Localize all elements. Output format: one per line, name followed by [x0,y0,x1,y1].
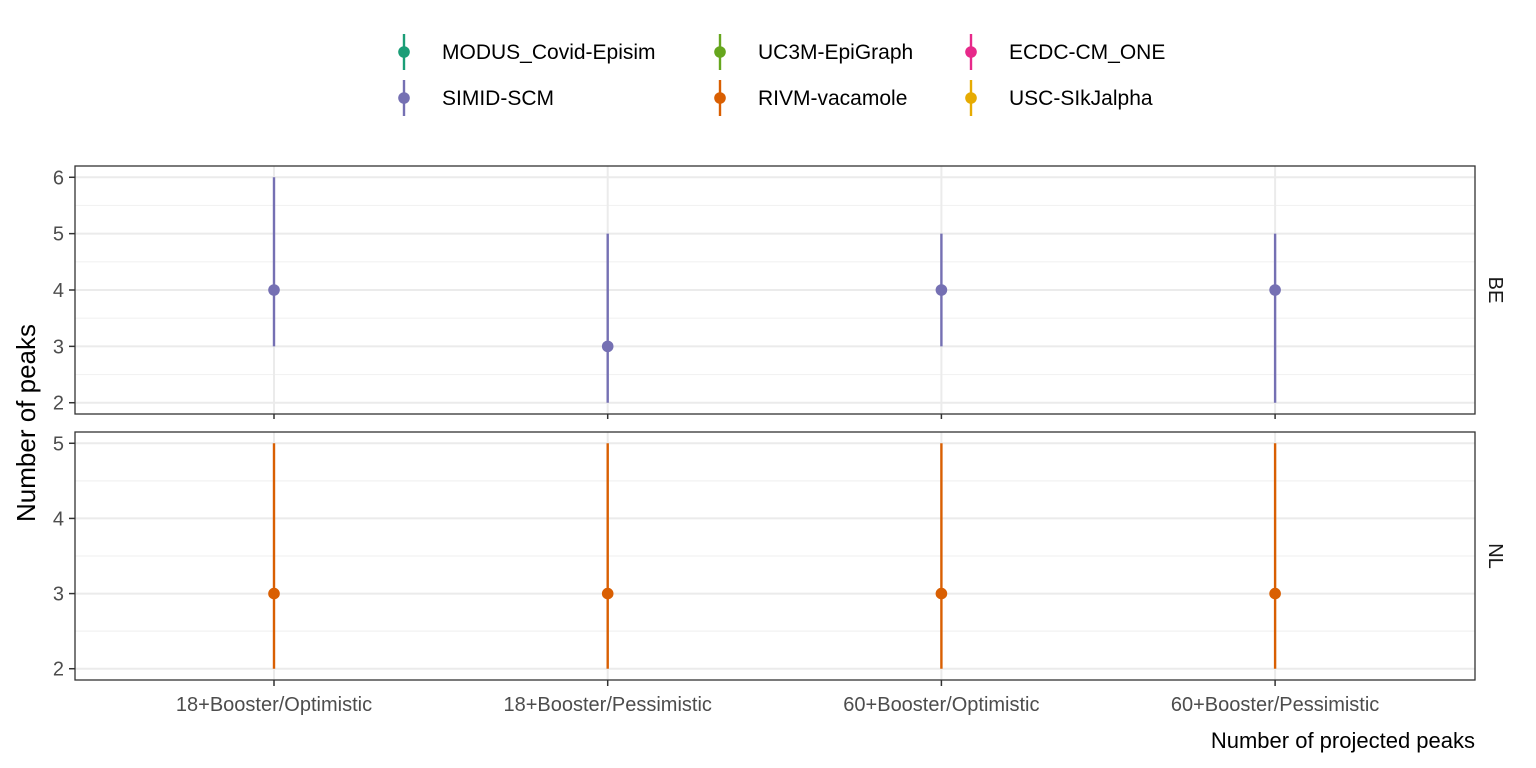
legend-item: USC-SIkJalpha [965,80,1153,116]
legend-label: ECDC-CM_ONE [1009,41,1165,64]
data-point [935,284,948,296]
data-point [601,587,614,600]
data-point [935,587,948,600]
facet-label-nl: NL [1484,543,1506,569]
legend-item: SIMID-SCM [398,80,554,116]
x-axis-title: Number of projected peaks [1211,728,1475,753]
legend-label: USC-SIkJalpha [1009,87,1153,110]
panel-border [74,431,1476,681]
data-point [601,340,614,353]
legend-key-point [965,92,977,104]
x-tick-label: 60+Booster/Pessimistic [1171,694,1379,716]
x-tick-label: 18+Booster/Pessimistic [503,694,711,716]
data-point [1269,587,1281,600]
x-tick-label: 60+Booster/Optimistic [843,694,1039,716]
legend-key-point [398,92,410,104]
y-tick-label: 4 [53,280,64,302]
legend-label: RIVM-vacamole [758,87,907,110]
y-tick-label: 2 [53,393,64,415]
legend-label: SIMID-SCM [442,87,554,110]
legend-label: MODUS_Covid-Episim [442,41,656,64]
y-tick-label: 6 [53,167,64,189]
y-tick-label: 4 [53,508,64,530]
legend-key-point [714,46,726,58]
legend-item: ECDC-CM_ONE [965,34,1165,70]
y-tick-label: 2 [53,659,64,681]
plot-panels: 2 3 4 5 6 BE 2 3 4 5 NL [53,165,1506,681]
legend-item: UC3M-EpiGraph [714,34,913,70]
y-tick-label: 5 [53,433,64,455]
data-point [268,587,280,600]
legend: MODUS_Covid-Episim SIMID-SCM UC3M-EpiGraph… [398,34,1165,116]
data-point [1269,284,1281,296]
panel-be: 2 3 4 5 6 BE [53,165,1506,415]
legend-key-point [398,46,410,58]
legend-item: RIVM-vacamole [714,80,907,116]
legend-key-point [965,46,977,58]
legend-key-point [714,92,726,104]
y-tick-label: 5 [53,224,64,246]
y-tick-label: 3 [53,584,64,606]
data-point [268,284,280,296]
facet-label-be: BE [1484,277,1506,304]
y-axis-title: Number of peaks [11,324,41,522]
legend-label: UC3M-EpiGraph [758,41,913,64]
panel-nl: 2 3 4 5 NL [53,431,1506,681]
x-axis: 18+Booster/Optimistic 18+Booster/Pessimis… [176,414,1379,716]
y-tick-label: 3 [53,336,64,358]
x-tick-label: 18+Booster/Optimistic [176,694,372,716]
panel-border [74,165,1476,415]
legend-item: MODUS_Covid-Episim [398,34,656,70]
